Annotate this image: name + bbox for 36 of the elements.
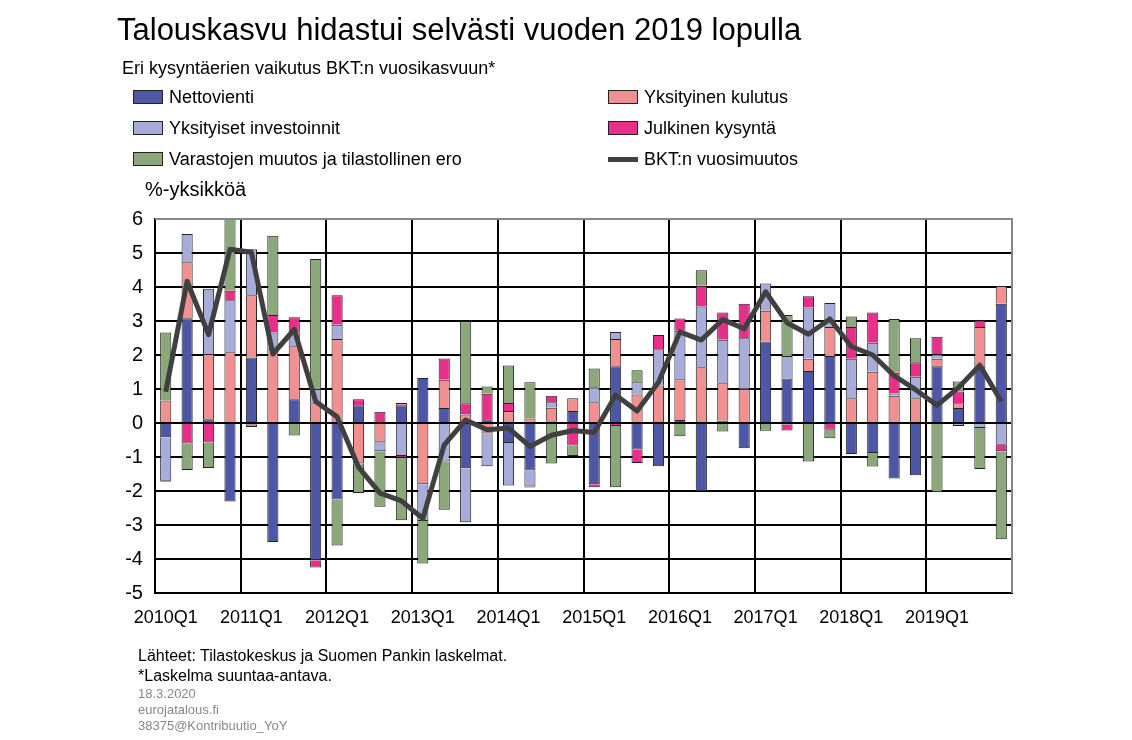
- legend-label: Julkinen kysyntä: [644, 117, 777, 139]
- x-tick-label: 2013Q1: [390, 606, 455, 627]
- y-tick-label: 0: [131, 410, 143, 433]
- legend-label: Yksityiset investoinnit: [169, 117, 341, 139]
- y-tick-label: 2: [131, 342, 143, 365]
- x-tick-label: 2015Q1: [562, 606, 627, 627]
- legend-label: Varastojen muutos ja tilastollinen ero: [169, 148, 462, 170]
- y-tick-label: 3: [131, 308, 143, 331]
- text: *Laskelma suuntaa-antava.: [138, 666, 333, 686]
- y-tick-label: 1: [131, 376, 143, 399]
- y-tick-label: -5: [125, 580, 143, 603]
- x-tick-label: 2016Q1: [647, 606, 712, 627]
- text: 18.3.2020: [138, 686, 197, 702]
- y-tick-label: 5: [131, 240, 143, 263]
- y-tick-label: 6: [131, 206, 143, 229]
- text: eurojatalous.fi: [138, 702, 220, 718]
- y-tick-label: -4: [125, 546, 143, 569]
- x-tick-label: 2011Q1: [220, 606, 283, 627]
- x-tick-label: 2018Q1: [819, 606, 884, 627]
- legend-label: Nettovienti: [169, 86, 255, 108]
- chart-subtitle: Eri kysyntäerien vaikutus BKT:n vuosikasvuun*: [122, 58, 496, 79]
- legend-label: BKT:n vuosimuutos: [644, 148, 799, 170]
- y-axis-title: %-yksikköä: [145, 178, 247, 201]
- y-tick-label: -2: [125, 478, 143, 501]
- y-tick-label: -3: [125, 512, 143, 535]
- x-tick-label: 2017Q1: [733, 606, 798, 627]
- y-tick-label: -1: [125, 444, 143, 467]
- text: 38375@Kontribuutio_YoY: [138, 718, 289, 734]
- x-tick-label: 2019Q1: [904, 606, 970, 627]
- chart-title: Talouskasvu hidastui selvästi vuoden 2019 lopulla: [117, 12, 802, 48]
- x-tick-label: 2012Q1: [305, 606, 370, 627]
- y-tick-label: 4: [131, 274, 143, 297]
- x-tick-label: 2014Q1: [476, 606, 541, 627]
- x-tick-label: 2010Q1: [133, 606, 198, 627]
- legend-label: Yksityinen kulutus: [644, 86, 789, 108]
- text: Lähteet: Tilastokeskus ja Suomen Pankin laskelmat.: [138, 646, 508, 666]
